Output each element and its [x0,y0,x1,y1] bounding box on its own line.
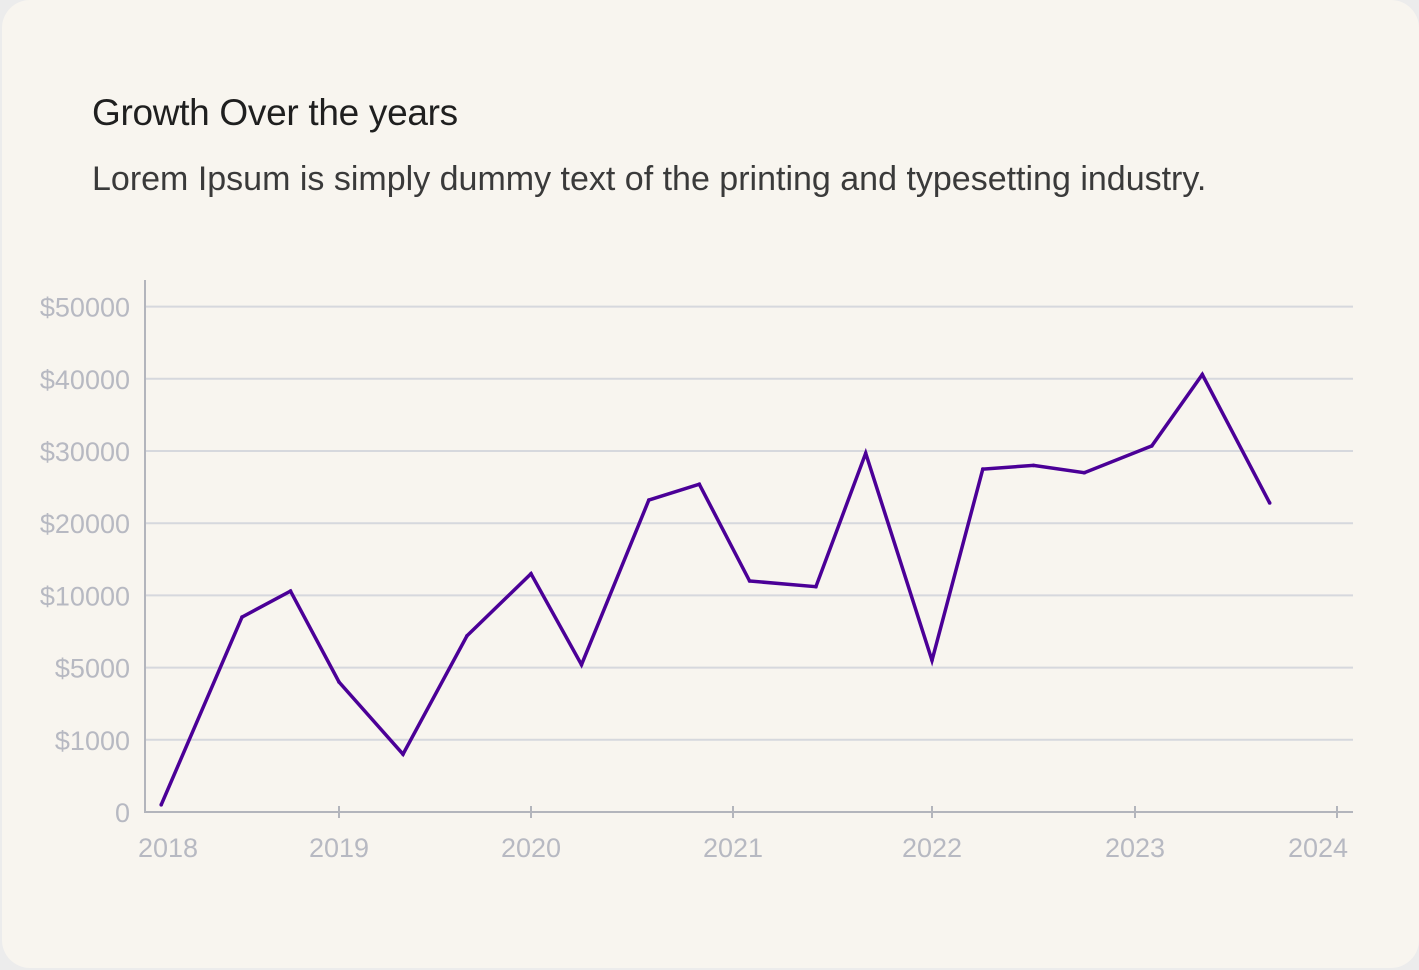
gridlines [145,305,1353,741]
x-axis-ticks: 2018 2019 2020 2021 2022 2023 2024 [138,806,1348,863]
x-tick-label: 2021 [703,833,763,863]
x-tick-label: 2024 [1288,833,1348,863]
data-point [697,482,702,487]
y-tick-label: $50000 [40,293,130,323]
data-point [1150,444,1154,448]
chart-subtitle: Lorem Ipsum is simply dummy text of the … [92,160,1207,198]
data-point [465,634,469,638]
data-point [1031,463,1036,468]
x-tick-label: 2020 [501,833,561,863]
axes [144,280,1353,813]
y-tick-label: $10000 [40,581,130,611]
data-point [814,584,818,589]
data-point [1200,372,1205,377]
data-point [647,498,651,502]
data-point [1082,470,1087,475]
data-point [981,467,985,471]
chart-title: Growth Over the years [92,92,458,133]
data-point [1267,501,1272,505]
x-tick-label: 2022 [902,833,962,863]
series-line [159,371,1272,806]
data-point [240,615,244,619]
data-point [529,571,533,576]
y-tick-label: $30000 [40,437,130,467]
data-point [863,451,868,456]
data-point [337,680,341,684]
x-tick-label: 2019 [309,833,369,863]
y-tick-label: $5000 [55,654,130,684]
y-tick-label: $20000 [40,509,130,539]
series [159,371,1272,807]
x-tick-label: 2023 [1105,833,1165,863]
y-tick-label: $1000 [55,726,130,756]
y-axis-ticks: 0 $1000 $5000 $10000 $20000 $30000 $40000 $5000… [40,293,130,828]
data-point [930,658,934,663]
y-tick-label: $40000 [40,365,130,395]
data-point [747,579,752,583]
x-tick-label: 2018 [138,833,198,863]
data-point [288,589,293,593]
data-point [159,803,163,807]
data-point [579,662,584,667]
y-tick-label: 0 [115,798,130,828]
data-point [401,752,405,756]
